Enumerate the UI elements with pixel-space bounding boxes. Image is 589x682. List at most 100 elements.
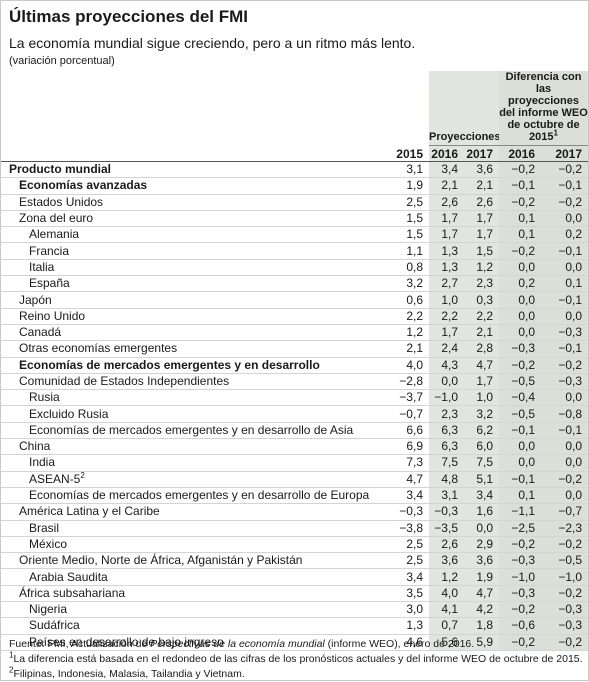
table-row: Excluido Rusia −0,7 2,3 3,2 −0,5 −0,8 [1, 405, 589, 423]
value-cell: 1,5 [381, 226, 429, 244]
label-text: Economías de mercados emergentes y en de… [29, 422, 354, 437]
label-text: Economías de mercados emergentes y en de… [19, 357, 320, 372]
value-cell: 0,2 [541, 226, 589, 244]
label-text: Arabia Saudita [29, 569, 108, 584]
table-row: Comunidad de Estados Independientes −2,8 0… [1, 373, 589, 391]
value-cell: 2,9 [464, 536, 500, 554]
value-cell: 0,1 [541, 275, 589, 293]
value-cell: 4,2 [464, 601, 500, 619]
value-cell: 4,7 [464, 585, 500, 603]
note: 2Filipinas, Indonesia, Malasia, Tailandi… [9, 666, 583, 682]
value-cell: 1,0 [464, 389, 500, 407]
value-cell: 1,2 [381, 324, 429, 342]
value-cell: 2,2 [429, 308, 464, 325]
column-header: 2015 [381, 146, 429, 162]
value-cell: −0,2 [499, 194, 542, 211]
value-cell: −0,7 [381, 405, 429, 423]
table-row: Rusia −3,7 −1,0 1,0 −0,4 0,0 [1, 389, 589, 407]
label-text: Sudáfrica [29, 618, 80, 633]
value-cell: 0,1 [499, 487, 542, 505]
value-cell: −0,1 [541, 177, 589, 195]
row-label: África subsahariana [1, 585, 381, 603]
value-cell: −0,5 [499, 405, 542, 423]
footnotes: Fuente: FMI, Actualización de Perspectiv… [9, 637, 583, 682]
row-label: Economías avanzadas [1, 177, 381, 195]
row-label: Brasil [1, 520, 381, 537]
value-cell: 0,1 [499, 210, 542, 228]
value-cell: −0,2 [541, 194, 589, 211]
label-text: Brasil [29, 520, 60, 535]
row-label: Zona del euro [1, 210, 381, 228]
value-cell: 3,4 [429, 161, 464, 179]
value-cell: 1,3 [429, 242, 464, 260]
header-cell: Proyecciones [429, 71, 500, 146]
value-cell: −1,1 [499, 503, 542, 521]
note: 1La diferencia está basada en el redonde… [9, 650, 583, 667]
value-cell: 2,8 [464, 340, 500, 358]
value-cell: 0,8 [381, 259, 429, 277]
value-cell: −3,7 [381, 389, 429, 407]
value-cell: 1,5 [464, 242, 500, 260]
value-cell: −0,2 [499, 536, 542, 554]
row-label: Canadá [1, 324, 381, 342]
value-cell: 0,0 [499, 438, 542, 456]
value-cell: −0,3 [541, 601, 589, 619]
value-cell: 6,6 [381, 422, 429, 440]
note-text: La diferencia está basada en el redondeo… [13, 653, 583, 665]
value-cell: 4,8 [429, 471, 464, 488]
value-cell: 2,7 [429, 275, 464, 293]
value-cell: 2,3 [464, 275, 500, 293]
label-text: Estados Unidos [19, 194, 104, 209]
value-cell: −0,1 [541, 422, 589, 440]
value-cell: −3,5 [429, 520, 464, 537]
value-cell: 1,3 [429, 259, 464, 277]
value-cell: −0,6 [499, 617, 542, 635]
value-cell: −0,7 [541, 503, 589, 521]
value-cell: 7,3 [381, 454, 429, 472]
value-cell: 0,0 [499, 259, 542, 277]
table-row: Estados Unidos 2,5 2,6 2,6 −0,2 −0,2 [1, 194, 589, 211]
value-cell: 0,3 [464, 291, 500, 309]
label-text: España [29, 276, 70, 291]
group-label: Proyecciones [429, 131, 500, 146]
table-row: Francia 1,1 1,3 1,5 −0,2 −0,1 [1, 242, 589, 260]
value-cell: −0,1 [541, 242, 589, 260]
label-text: África subsahariana [19, 585, 126, 600]
value-cell: 6,0 [464, 438, 500, 456]
value-cell: 1,7 [464, 226, 500, 244]
row-label: América Latina y el Caribe [1, 503, 381, 521]
table-row: China 6,9 6,3 6,0 0,0 0,0 [1, 438, 589, 456]
value-cell: −1,0 [541, 568, 589, 586]
row-label: Francia [1, 242, 381, 260]
note-text: Filipinas, Indonesia, Malasia, Tailandia… [13, 668, 245, 680]
column-header: 2017 [541, 146, 589, 162]
row-label: Italia [1, 259, 381, 277]
value-cell: 3,1 [429, 487, 464, 505]
row-label: ASEAN-52 [1, 471, 381, 488]
value-cell: −0,3 [541, 324, 589, 342]
value-cell: 2,6 [429, 536, 464, 554]
table-row: Economías de mercados emergentes y en de… [1, 357, 589, 374]
value-cell: −1,0 [429, 389, 464, 407]
value-cell: −0,5 [499, 373, 542, 391]
note-marker: 1 [9, 650, 14, 660]
value-cell: 0,0 [464, 520, 500, 537]
table-row: España 3,2 2,7 2,3 0,2 0,1 [1, 275, 589, 293]
row-label: China [1, 438, 381, 456]
row-label: Comunidad de Estados Independientes [1, 373, 381, 391]
value-cell: 4,0 [381, 357, 429, 374]
value-cell: 3,2 [464, 405, 500, 423]
table-row: Economías avanzadas 1,9 2,1 2,1 −0,1 −0,1 [1, 177, 589, 195]
table-row: Brasil −3,8 −3,5 0,0 −2,5 −2,3 [1, 520, 589, 537]
value-cell: 6,3 [429, 422, 464, 440]
value-cell: 0,0 [541, 210, 589, 228]
value-cell: 0,0 [429, 373, 464, 391]
value-cell: 2,5 [381, 552, 429, 570]
table-row: Arabia Saudita 3,4 1,2 1,9 −1,0 −1,0 [1, 568, 589, 586]
value-cell: 1,7 [464, 210, 500, 228]
value-cell: −0,2 [499, 161, 542, 179]
value-cell: 2,1 [429, 177, 464, 195]
value-cell: 2,3 [429, 405, 464, 423]
value-cell: −0,5 [541, 552, 589, 570]
value-cell: 0,0 [499, 291, 542, 309]
